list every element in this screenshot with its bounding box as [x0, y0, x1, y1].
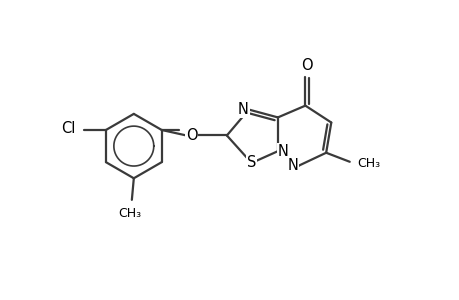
Text: S: S — [246, 155, 256, 170]
Text: O: O — [185, 128, 197, 143]
Text: Cl: Cl — [61, 121, 76, 136]
Text: O: O — [301, 58, 313, 73]
Text: N: N — [237, 102, 248, 117]
Text: N: N — [277, 144, 288, 159]
Text: N: N — [287, 158, 298, 173]
Text: CH₃: CH₃ — [356, 157, 379, 170]
Text: CH₃: CH₃ — [118, 207, 141, 220]
